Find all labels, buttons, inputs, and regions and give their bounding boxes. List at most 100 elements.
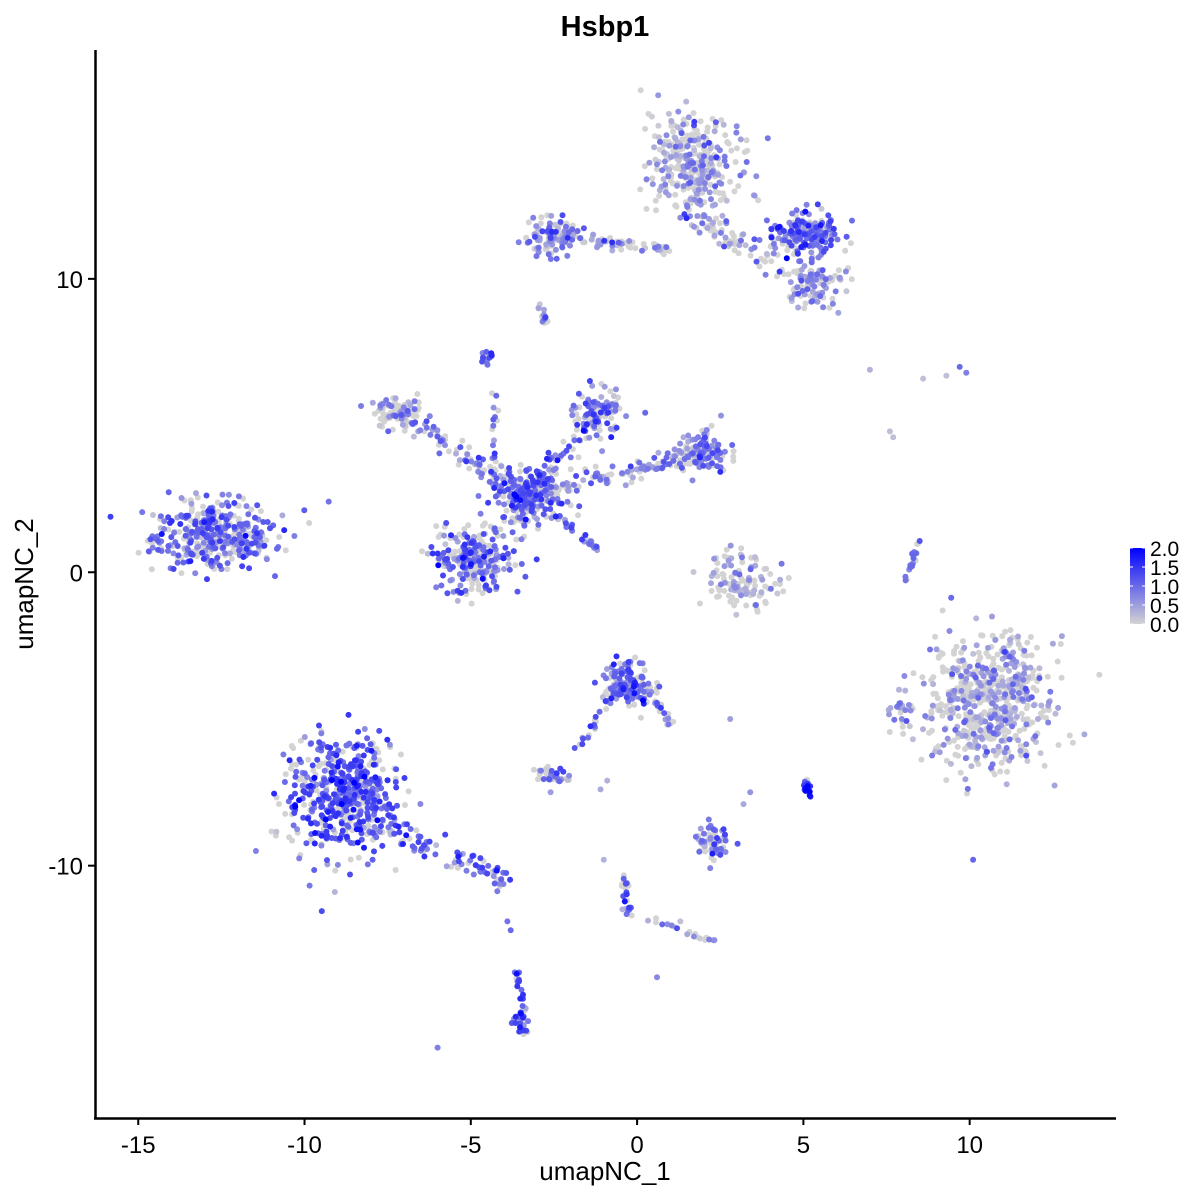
data-point [535,776,541,783]
data-point [708,160,714,167]
data-point [822,276,829,283]
data-point [489,573,496,580]
data-point [1020,716,1027,723]
data-point [369,856,376,863]
data-point [552,246,559,253]
data-point [301,734,308,740]
data-point [497,526,504,533]
data-point [290,822,297,829]
data-point [609,463,616,470]
data-point [243,520,250,527]
data-point [469,853,476,859]
data-point [1038,702,1045,709]
data-point [731,602,738,609]
data-point [697,454,703,461]
data-point [1024,639,1031,646]
data-point [981,744,988,751]
data-point [183,512,190,519]
data-point [714,835,720,841]
data-point [319,803,326,810]
data-point [962,755,969,762]
y-tick-label: 0 [70,560,83,587]
data-point [476,558,483,565]
data-point [832,288,839,295]
data-point [382,791,389,798]
data-point [687,179,694,186]
data-point [400,404,407,411]
data-point [970,650,977,657]
data-point [623,891,630,898]
data-point [952,751,959,758]
data-point [668,922,675,929]
data-point [421,842,427,849]
data-point [338,801,345,808]
data-point [608,434,615,441]
data-point [455,853,462,860]
data-point [974,754,981,761]
data-point [623,413,630,420]
data-point [954,743,961,750]
data-point [209,508,215,515]
data-point [303,840,310,847]
data-point [988,764,994,771]
data-point [161,518,168,525]
data-point [691,118,698,125]
data-point [545,449,552,456]
data-point [932,633,939,640]
data-point [613,424,620,431]
data-point [335,747,342,754]
data-point [717,220,723,227]
data-point [325,809,331,815]
data-point [992,637,999,643]
data-point [448,863,455,870]
data-point [1096,671,1103,678]
data-point [1003,781,1010,788]
data-point [939,607,946,614]
data-point [331,791,337,798]
x-tick-label: 5 [797,1132,810,1159]
data-point [799,287,806,294]
data-point [970,856,977,863]
data-point [831,231,838,238]
data-point [273,828,280,835]
data-point [145,548,152,555]
data-point [659,921,666,928]
legend-ticks: 2.01.51.00.50.0 [1130,538,1179,637]
data-point [1011,664,1018,670]
data-point [651,454,658,461]
data-point [728,574,735,581]
data-point [339,748,346,755]
data-point [528,508,535,515]
data-point [525,1018,532,1025]
data-point [353,800,360,807]
data-point [293,761,300,768]
data-point [818,205,825,212]
data-point [978,632,985,639]
data-point [455,461,462,468]
data-point [547,499,554,506]
data-point [704,128,711,135]
data-point [958,673,965,679]
data-point [975,743,982,750]
data-point [659,167,666,174]
data-point [459,576,466,582]
data-point [1033,687,1040,694]
data-point [1047,688,1054,695]
data-point [900,730,907,737]
data-point [1024,702,1031,709]
data-point [209,539,216,546]
data-point [660,176,667,183]
data-point [435,562,442,569]
data-point [1037,710,1044,717]
data-point [618,670,625,677]
data-point [261,542,268,549]
data-point [677,214,684,221]
data-point [480,531,487,537]
data-point [1045,719,1052,726]
data-point [828,237,835,243]
data-point [612,407,619,414]
data-point [1022,665,1029,672]
data-point [155,546,162,553]
data-point [540,511,547,518]
data-point [746,577,753,584]
